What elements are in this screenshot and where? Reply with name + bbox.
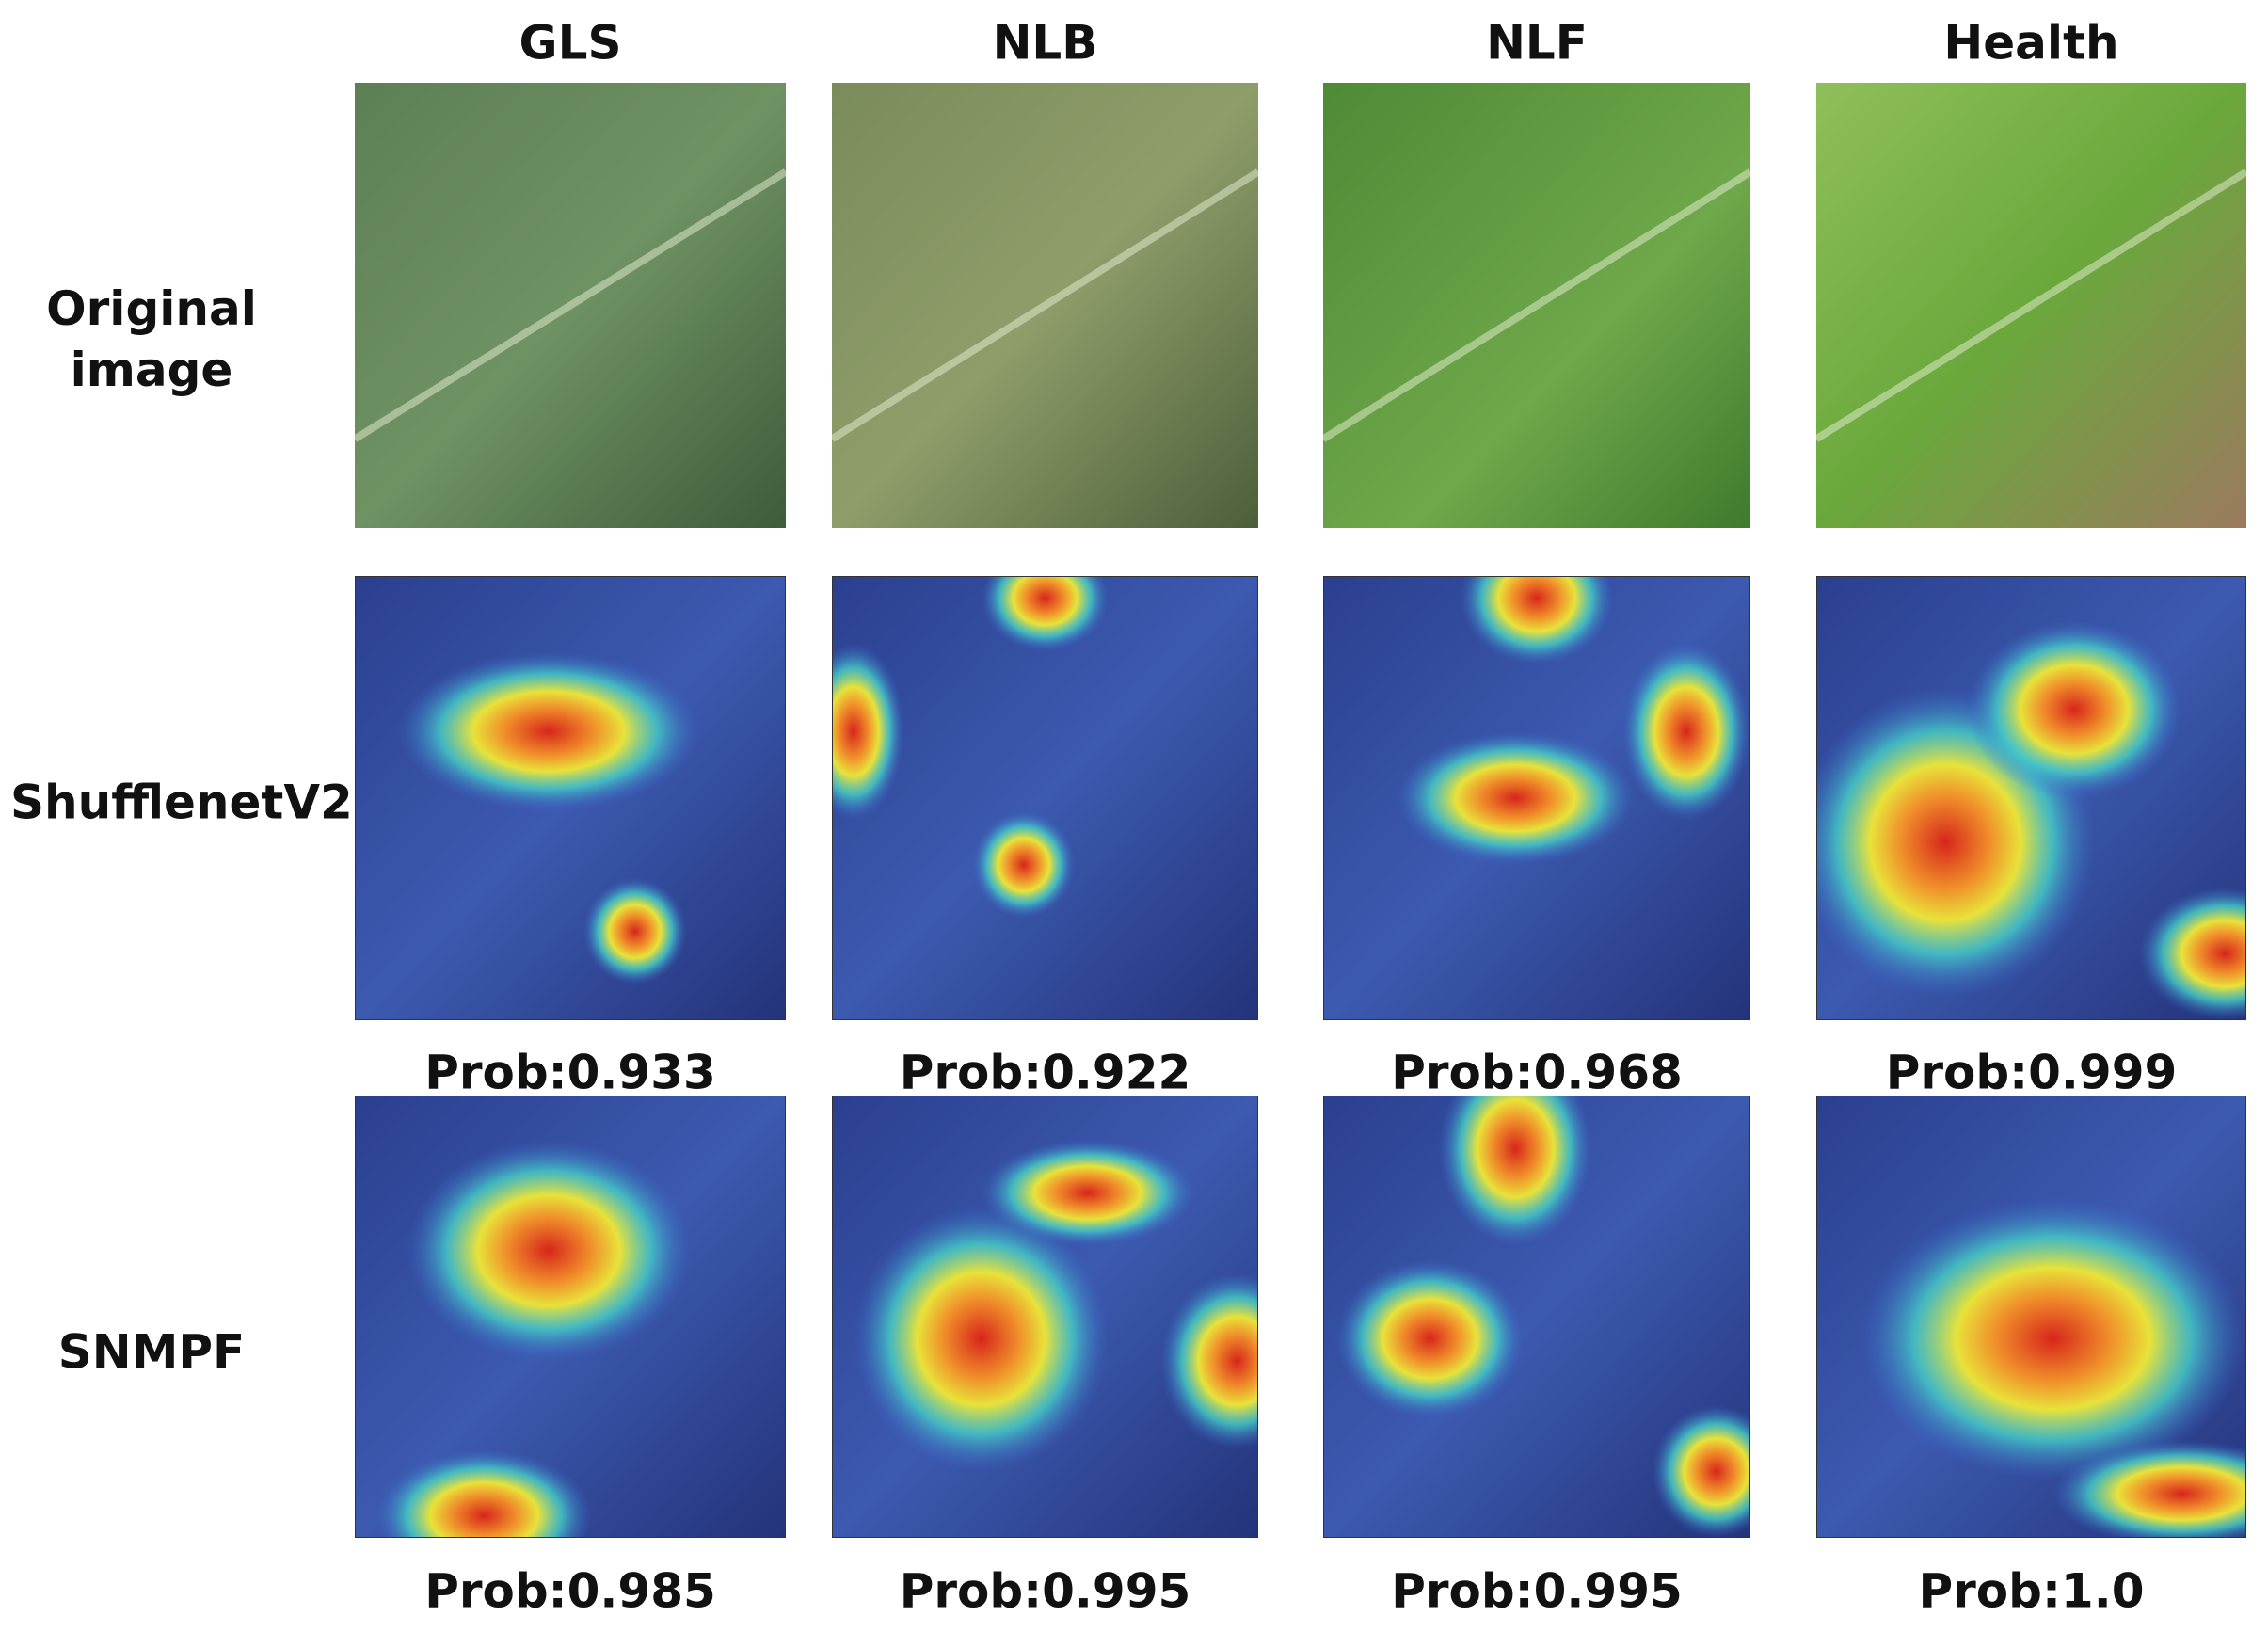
gutter	[0, 1538, 2268, 1632]
gutter	[0, 0, 355, 1632]
probability-label: Prob:0.995	[1391, 1563, 1683, 1619]
probability-label: Prob:0.999	[1885, 1045, 2178, 1100]
heat-spot	[1860, 1197, 2246, 1480]
heat-spot	[2052, 1441, 2268, 1547]
heat-spot	[398, 651, 700, 811]
heat-spot	[1439, 1051, 1592, 1246]
heat-spot	[1622, 643, 1750, 821]
column-header: Health	[1943, 15, 2119, 71]
leaf-vein	[1813, 168, 2249, 442]
row-label: Original image	[46, 281, 257, 397]
heat-spot	[1653, 1405, 1781, 1538]
probability-label: Prob:0.995	[899, 1563, 1191, 1619]
heat-spot	[1967, 620, 2182, 798]
heat-spot	[854, 1207, 1110, 1472]
probability-label: Prob:0.968	[1391, 1045, 1683, 1100]
row-label: ShufflenetV2	[10, 775, 353, 830]
heat-spot	[1396, 731, 1635, 865]
heat-spot	[982, 1140, 1195, 1246]
gutter	[0, 528, 2268, 576]
leaf-vein	[352, 168, 789, 442]
leaf-vein	[1320, 168, 1753, 442]
gutter	[1750, 0, 1816, 1632]
probability-label: Prob:0.985	[424, 1563, 716, 1619]
heat-spot	[2139, 887, 2268, 1020]
leaf-vein	[829, 168, 1261, 442]
gutter	[2246, 0, 2268, 1632]
gutter	[0, 0, 2268, 83]
probability-label: Prob:1.0	[1918, 1563, 2145, 1619]
probability-label: Prob:0.933	[424, 1045, 716, 1100]
heat-spot	[972, 811, 1075, 918]
column-header: GLS	[519, 15, 622, 71]
probability-label: Prob:0.922	[899, 1045, 1191, 1100]
heat-spot	[407, 1140, 691, 1361]
heat-spot	[1336, 1259, 1525, 1418]
row-label: SNMPF	[57, 1324, 246, 1380]
column-header: NLF	[1486, 15, 1588, 71]
heat-spot	[583, 878, 687, 984]
gutter	[0, 1020, 2268, 1096]
column-header: NLB	[992, 15, 1098, 71]
gutter	[786, 0, 832, 1632]
gutter	[1258, 0, 1323, 1632]
